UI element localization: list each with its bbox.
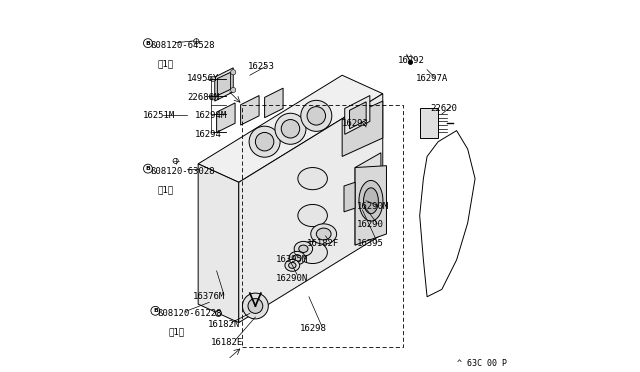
- Text: （1）: （1）: [168, 327, 185, 336]
- Polygon shape: [264, 88, 283, 118]
- Polygon shape: [239, 94, 383, 323]
- Text: 16297A: 16297A: [416, 74, 448, 83]
- Polygon shape: [198, 164, 239, 323]
- Text: B: B: [153, 308, 158, 313]
- Text: ^ 63C 00 P: ^ 63C 00 P: [456, 359, 507, 368]
- Polygon shape: [355, 153, 381, 245]
- Text: 16395M: 16395M: [276, 255, 308, 264]
- Text: 16182E: 16182E: [211, 339, 243, 347]
- Ellipse shape: [293, 255, 301, 261]
- Text: 16298: 16298: [300, 324, 326, 333]
- Circle shape: [243, 293, 268, 319]
- Polygon shape: [218, 72, 230, 96]
- Text: ß08120-64528: ß08120-64528: [150, 41, 214, 50]
- Text: 14956Y: 14956Y: [187, 74, 220, 83]
- Circle shape: [275, 113, 306, 144]
- Ellipse shape: [316, 228, 331, 240]
- Text: （1）: （1）: [157, 60, 173, 69]
- Circle shape: [307, 107, 326, 125]
- Text: （1）: （1）: [157, 185, 173, 194]
- Text: ß08120-61228: ß08120-61228: [157, 309, 222, 318]
- Text: 16182F: 16182F: [307, 239, 339, 248]
- Polygon shape: [344, 182, 355, 212]
- Text: 16293: 16293: [342, 119, 369, 128]
- Ellipse shape: [364, 188, 378, 214]
- Text: B: B: [145, 41, 150, 46]
- Circle shape: [216, 310, 221, 316]
- Text: ß08120-63028: ß08120-63028: [150, 167, 214, 176]
- Circle shape: [211, 95, 216, 100]
- Circle shape: [230, 70, 236, 75]
- Circle shape: [255, 132, 274, 151]
- Circle shape: [211, 76, 216, 81]
- Text: 16376M: 16376M: [193, 292, 225, 301]
- Ellipse shape: [298, 167, 328, 190]
- Polygon shape: [345, 96, 370, 134]
- Ellipse shape: [294, 241, 312, 256]
- Circle shape: [248, 299, 263, 313]
- Text: 16294: 16294: [195, 130, 221, 139]
- Text: 16182N: 16182N: [207, 320, 239, 329]
- Text: 16290N: 16290N: [276, 274, 308, 283]
- Ellipse shape: [298, 205, 328, 227]
- Polygon shape: [198, 75, 383, 182]
- Text: 16251M: 16251M: [143, 111, 175, 121]
- Ellipse shape: [359, 180, 383, 221]
- Polygon shape: [420, 109, 438, 138]
- Polygon shape: [342, 101, 383, 157]
- Text: 16395: 16395: [357, 239, 384, 248]
- Text: 16253: 16253: [248, 61, 275, 71]
- Text: 16290: 16290: [357, 220, 384, 229]
- Circle shape: [408, 60, 413, 64]
- Polygon shape: [355, 166, 387, 245]
- Text: 16294M: 16294M: [195, 111, 227, 121]
- Ellipse shape: [311, 224, 337, 244]
- Ellipse shape: [285, 260, 300, 271]
- Polygon shape: [349, 102, 366, 129]
- Circle shape: [249, 126, 280, 157]
- Text: 22620: 22620: [431, 104, 458, 113]
- Circle shape: [230, 87, 236, 93]
- Text: B: B: [145, 166, 150, 171]
- Circle shape: [301, 100, 332, 131]
- Ellipse shape: [298, 241, 328, 263]
- Ellipse shape: [289, 262, 296, 268]
- Ellipse shape: [289, 251, 305, 264]
- Text: 22686N: 22686N: [187, 93, 220, 102]
- Circle shape: [281, 119, 300, 138]
- Ellipse shape: [299, 245, 308, 253]
- Polygon shape: [241, 96, 259, 125]
- Polygon shape: [215, 68, 233, 101]
- Text: 16292: 16292: [397, 56, 424, 65]
- Text: 16290M: 16290M: [357, 202, 389, 211]
- Polygon shape: [216, 103, 235, 132]
